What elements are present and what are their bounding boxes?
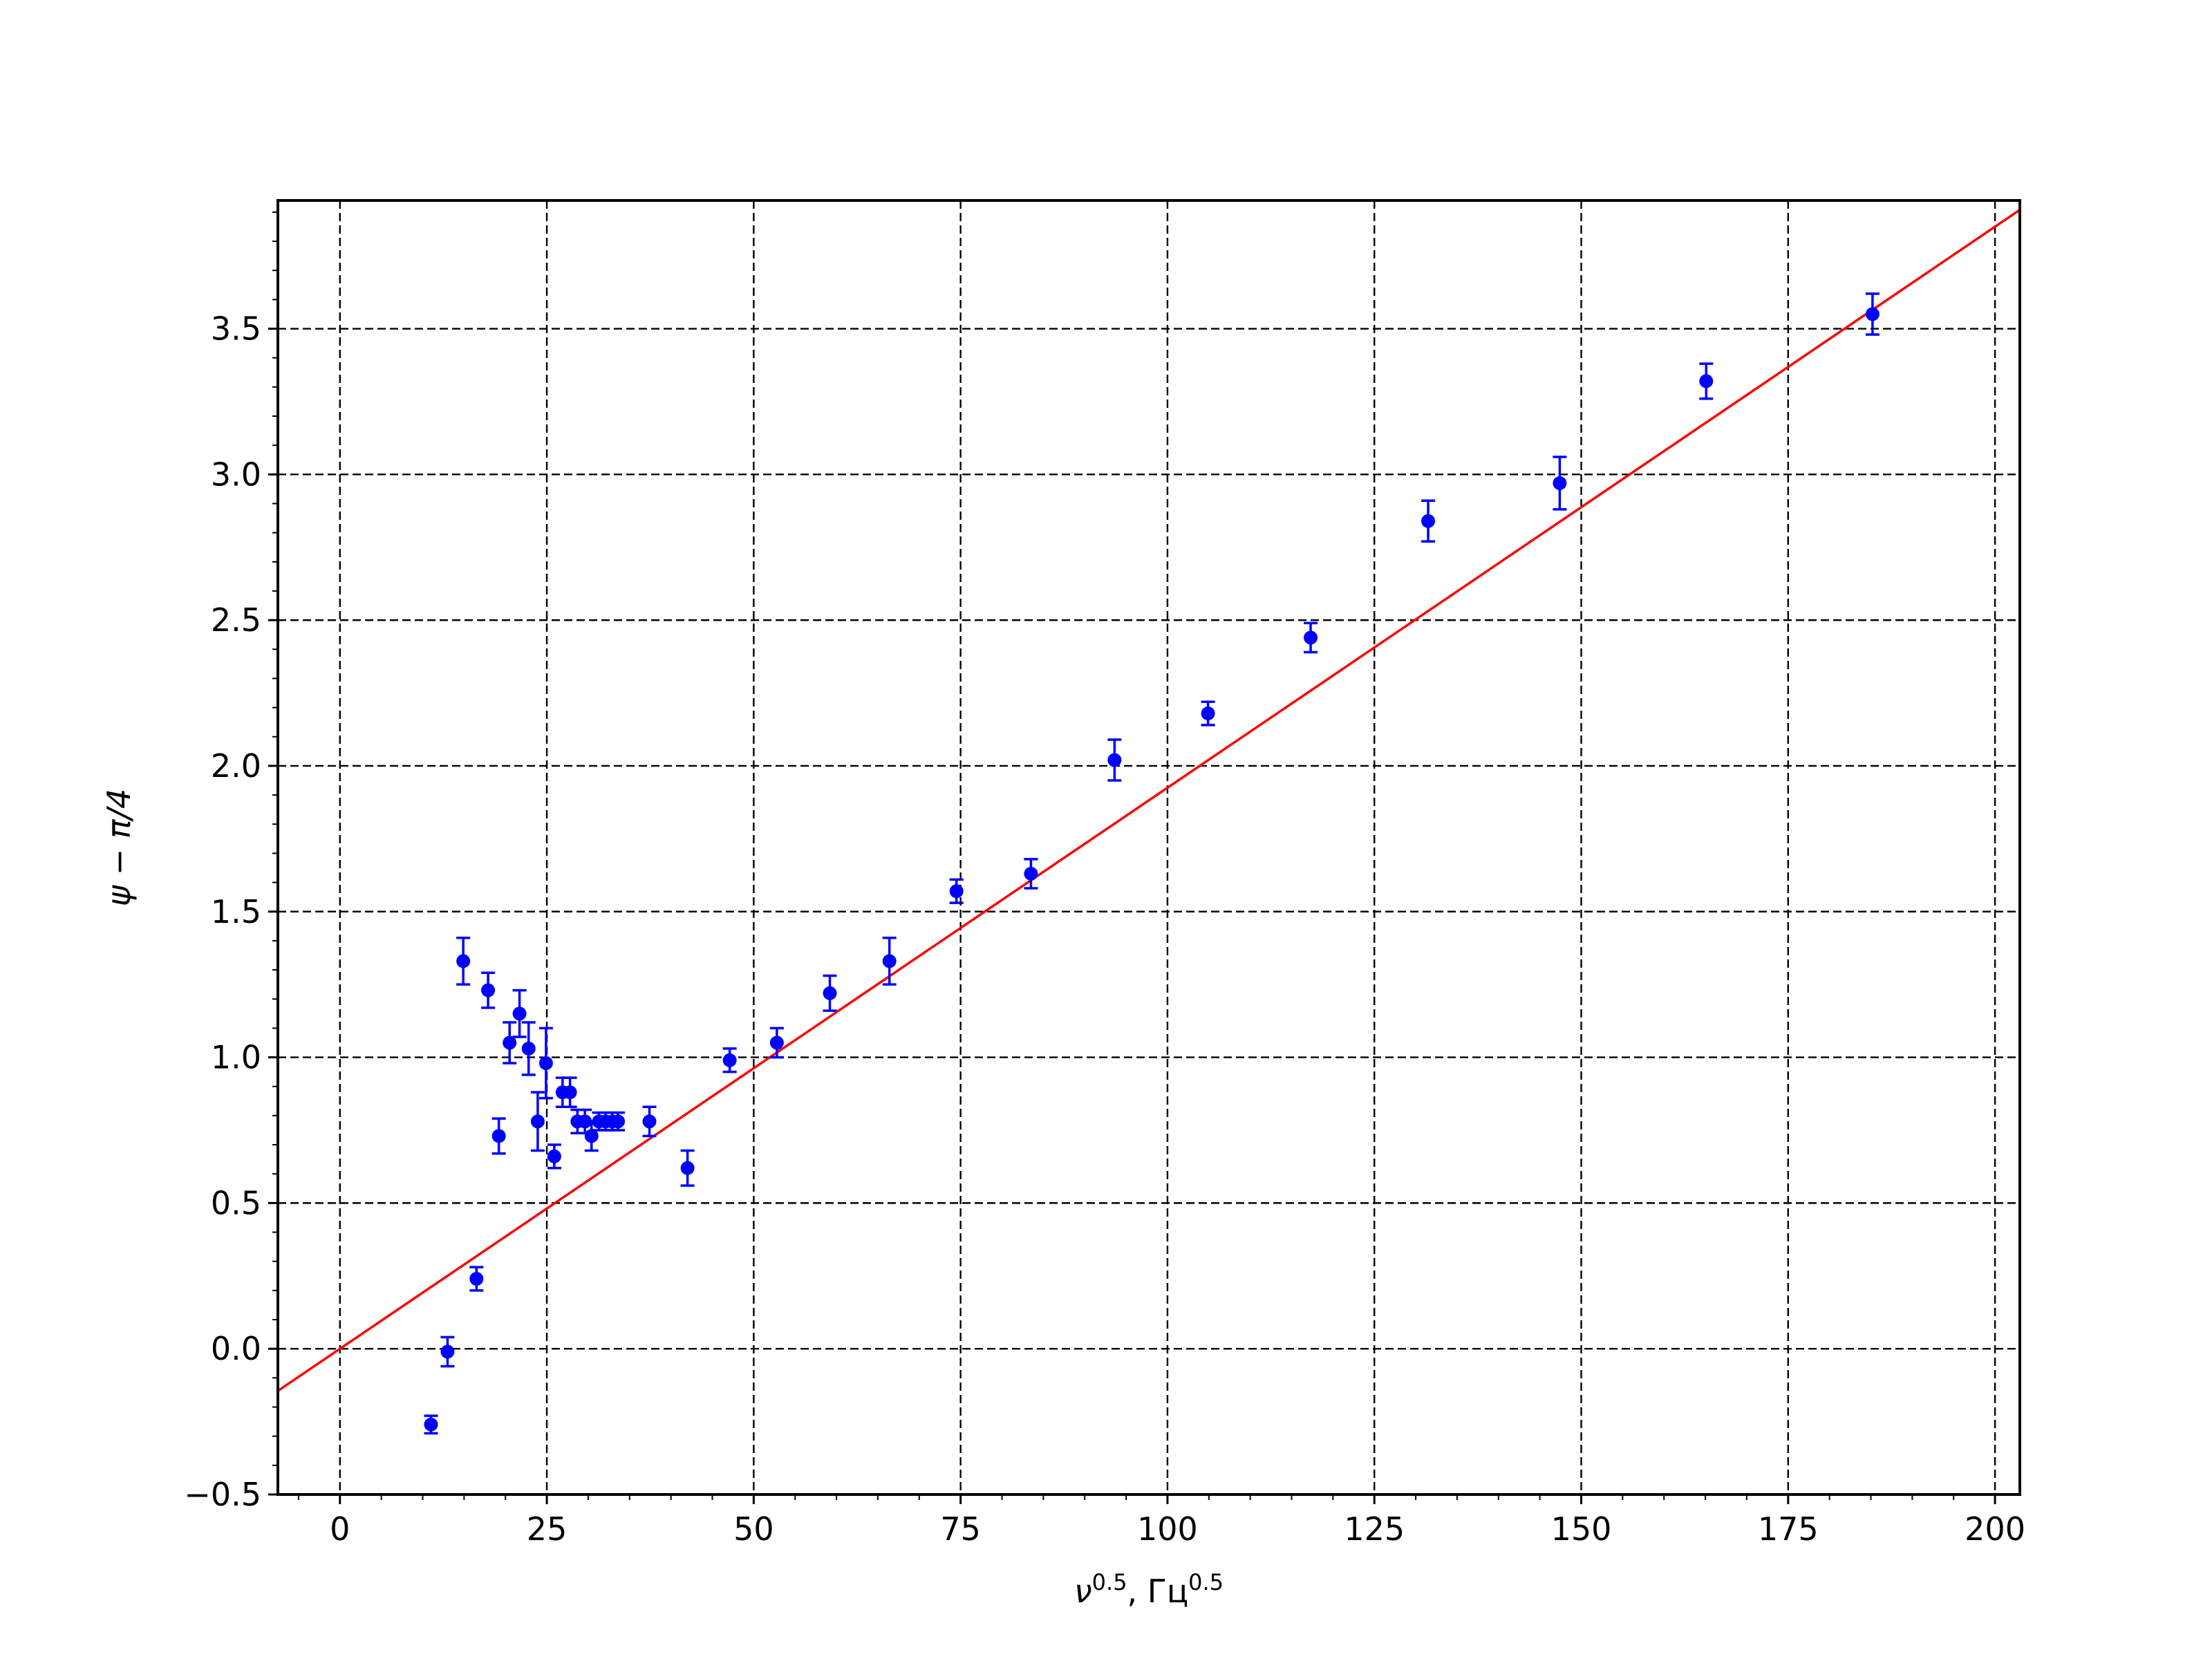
y-tick-label: 0.5 bbox=[211, 1184, 261, 1221]
data-point bbox=[481, 983, 496, 997]
data-point bbox=[563, 1085, 577, 1100]
data-points bbox=[424, 292, 1880, 1435]
data-point bbox=[1201, 706, 1215, 721]
y-tick-label: −0.5 bbox=[184, 1476, 261, 1513]
x-tick-label: 0 bbox=[330, 1510, 350, 1548]
data-point bbox=[530, 1114, 545, 1129]
data-point bbox=[538, 1056, 553, 1070]
data-point bbox=[611, 1114, 626, 1129]
x-tick-label: 100 bbox=[1137, 1510, 1198, 1548]
x-tick-label: 25 bbox=[527, 1510, 568, 1548]
x-tick-label: 200 bbox=[1965, 1510, 2025, 1548]
data-point bbox=[722, 1053, 737, 1067]
data-point bbox=[1865, 307, 1880, 321]
data-point bbox=[1553, 476, 1567, 490]
x-tick-label: 75 bbox=[940, 1510, 981, 1548]
data-point bbox=[680, 1161, 695, 1175]
data-point bbox=[1107, 753, 1122, 767]
x-tick-label: 50 bbox=[733, 1510, 774, 1548]
y-tick-label: 2.0 bbox=[211, 747, 261, 785]
data-point bbox=[547, 1149, 561, 1163]
data-point bbox=[1699, 374, 1714, 388]
data-point bbox=[491, 1129, 506, 1143]
data-point bbox=[456, 954, 471, 968]
data-point bbox=[503, 1035, 517, 1050]
x-axis-label: ν0.5, Гц0.5 bbox=[1074, 1569, 1224, 1610]
y-tick-label: 0.0 bbox=[211, 1330, 261, 1367]
data-point bbox=[469, 1272, 484, 1286]
plot-frame bbox=[276, 199, 2021, 1496]
y-axis-label: ψ − π/4 bbox=[100, 789, 138, 907]
data-point bbox=[584, 1129, 599, 1143]
data-point bbox=[1304, 630, 1318, 645]
x-axis-label-base: ν bbox=[1074, 1573, 1092, 1610]
y-tick-label: 2.5 bbox=[211, 601, 261, 639]
data-point bbox=[1421, 514, 1436, 528]
data-point bbox=[440, 1344, 455, 1359]
fit-line bbox=[278, 209, 2020, 1392]
data-point bbox=[882, 954, 897, 968]
y-tick-label: 1.0 bbox=[211, 1039, 261, 1076]
data-point bbox=[823, 986, 837, 1000]
y-ticks: −0.5 0.0 0.5 1.0 1.5 2.0 2.5 3.0 3.5 bbox=[184, 211, 278, 1513]
x-ticks: 0 25 50 75 100 125 150 175 200 bbox=[297, 1494, 2025, 1548]
x-tick-label: 125 bbox=[1344, 1510, 1405, 1548]
grid bbox=[278, 200, 2020, 1496]
y-tick-label: 3.0 bbox=[211, 456, 261, 493]
y-tick-label: 3.5 bbox=[211, 310, 261, 348]
fit-line-group bbox=[278, 209, 2020, 1392]
y-tick-label: 1.5 bbox=[211, 893, 261, 930]
data-point bbox=[424, 1417, 438, 1432]
data-point bbox=[1024, 866, 1038, 881]
data-point bbox=[642, 1114, 657, 1129]
x-axis-label-unit: , Гц bbox=[1127, 1573, 1189, 1610]
data-point bbox=[769, 1035, 784, 1050]
x-axis-label-base-sup: 0.5 bbox=[1092, 1569, 1127, 1595]
x-axis-label-unit-sup: 0.5 bbox=[1188, 1569, 1224, 1595]
data-point bbox=[521, 1041, 536, 1056]
x-tick-label: 175 bbox=[1758, 1510, 1819, 1548]
data-point bbox=[949, 884, 964, 899]
x-tick-label: 150 bbox=[1551, 1510, 1612, 1548]
data-point bbox=[512, 1006, 527, 1021]
